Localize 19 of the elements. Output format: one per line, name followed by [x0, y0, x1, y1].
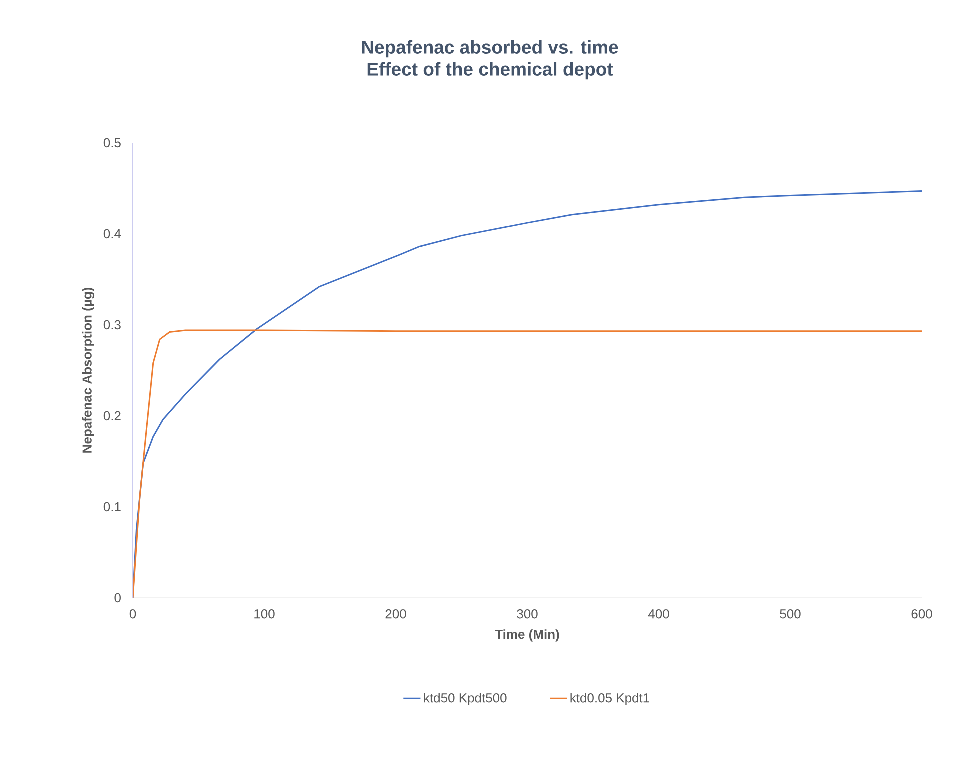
- y-tick-label: 0: [114, 593, 121, 603]
- y-tick-label: 0.2: [104, 411, 121, 421]
- x-tick-label: 100: [254, 610, 275, 619]
- x-tick-label: 500: [780, 610, 801, 619]
- y-tick-label: 0.4: [104, 229, 122, 239]
- y-axis-title: Nepafenac Absorption (µg): [82, 288, 95, 453]
- x-tick-label: 200: [386, 610, 406, 619]
- chart-subtitle: Effect of the chemical depot: [368, 62, 614, 80]
- y-tick-label: 0.3: [104, 320, 121, 330]
- x-tick-label: 0: [130, 610, 136, 619]
- x-axis-title: Time (Min): [495, 630, 560, 642]
- x-tick-label: 300: [517, 610, 538, 619]
- chart-title: Nepafenac absorbed vs. time: [362, 40, 618, 58]
- x-tick-label: 400: [648, 610, 670, 619]
- y-tick-label: 0.5: [104, 138, 121, 148]
- legend-label: ktd0.05 Kpdt1: [570, 693, 650, 706]
- y-tick-label: 0.1: [104, 502, 121, 512]
- x-tick-label: 600: [912, 610, 932, 619]
- legend-label: ktd50 Kpdt500: [424, 693, 507, 706]
